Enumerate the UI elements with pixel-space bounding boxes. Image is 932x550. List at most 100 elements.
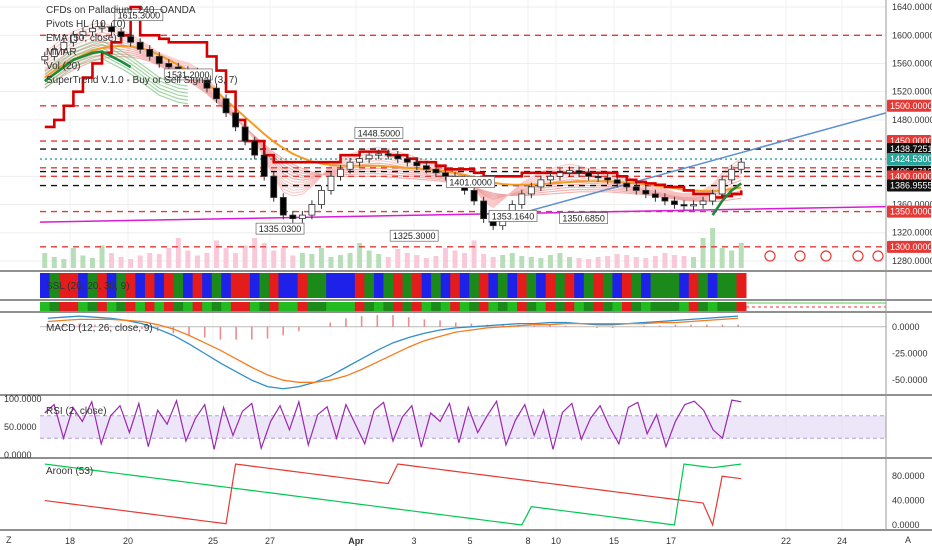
time-axis-tick: 17	[666, 536, 676, 546]
volume-bar	[567, 257, 572, 268]
ssl-band-cell	[354, 273, 365, 298]
volume-bar	[538, 258, 544, 268]
volume-bar	[700, 238, 706, 268]
volume-bar	[309, 254, 315, 268]
candle-body	[403, 158, 411, 163]
candle-body	[623, 182, 631, 188]
candle-body	[470, 190, 478, 202]
signal-band-cell	[660, 302, 671, 311]
signal-band-cell	[183, 302, 194, 311]
flag-icon[interactable]	[852, 250, 864, 262]
ssl-band-cell	[78, 273, 89, 298]
candle-body	[556, 172, 564, 177]
signal-band-cell	[249, 302, 260, 311]
ssl-band-cell	[135, 273, 146, 298]
ssl-band-cell	[507, 273, 518, 298]
candle-body	[327, 175, 335, 191]
volume-bar	[662, 253, 668, 268]
price-tag-label: 1300.0000	[890, 242, 932, 252]
auto-scale-button[interactable]: A	[905, 535, 911, 545]
signal-band-cell	[202, 302, 213, 311]
flag-icon[interactable]	[794, 250, 806, 262]
candle-body	[575, 170, 583, 174]
aroon-lines: 80.0000 40.0000 0.0000	[44, 463, 925, 530]
time-axis-tick: 10	[551, 536, 561, 546]
ssl-band-cell	[345, 273, 356, 298]
candle-body	[165, 63, 173, 68]
ssl-band-cell	[364, 273, 375, 298]
volume-bar	[490, 257, 496, 268]
ssl-band-cell	[660, 273, 671, 298]
candle-body	[422, 165, 430, 170]
signal-band-cell	[717, 302, 728, 311]
signal-color-band	[40, 302, 886, 311]
ssl-band-cell	[526, 273, 537, 298]
signal-band-cell	[621, 302, 633, 311]
ssl-band-cell	[173, 273, 184, 298]
signal-band-cell	[154, 302, 165, 311]
flag-icon[interactable]	[820, 250, 832, 262]
signal-band-cell	[469, 302, 480, 311]
candle-body	[356, 158, 364, 163]
timezone-button[interactable]: Z	[6, 535, 12, 545]
candle-body	[279, 197, 287, 216]
volume-bar	[118, 257, 124, 268]
flag-icon[interactable]	[872, 250, 884, 262]
candle-body	[594, 175, 602, 179]
candle-body	[585, 172, 592, 177]
ssl-band-cell	[736, 273, 747, 298]
signal-band-cell	[698, 302, 709, 311]
volume-bar	[89, 258, 95, 268]
time-axis[interactable]: 18 20 25 27 Apr 3 5 8 10 15 17 22 24	[65, 536, 847, 546]
volume-bar	[185, 250, 191, 268]
rsi-line	[44, 398, 742, 451]
legend-supertrend: SuperTrend V.1.0 - Buy or Sell Signal (3…	[46, 75, 238, 86]
ssl-band-cell	[497, 273, 508, 298]
event-icons	[764, 250, 884, 262]
volume-bar	[633, 257, 639, 268]
ssl-band-cell	[202, 273, 213, 298]
mma-line-green	[44, 57, 188, 105]
signal-band-cell	[669, 302, 680, 311]
ssl-band-cell	[631, 273, 642, 298]
signal-band-cell	[164, 302, 175, 311]
price-tag	[887, 179, 931, 192]
ssl-band-cell	[211, 273, 222, 298]
signal-band-cell	[268, 302, 280, 311]
signal-band-cell	[497, 302, 508, 311]
time-axis-tick: 18	[65, 536, 75, 546]
signal-band-cell	[631, 302, 642, 311]
signal-band-cell	[507, 302, 518, 311]
flag-icon[interactable]	[764, 250, 776, 262]
volume-bar	[557, 253, 563, 268]
volume-bar	[137, 255, 143, 268]
rsi-axis-tick: 50.0000	[4, 422, 37, 432]
volume-bar	[252, 238, 258, 268]
candle-body	[737, 161, 745, 170]
ssl-band-cell	[469, 273, 480, 298]
ssl-band-cell	[40, 273, 51, 298]
pane-label-ssl: SSL (20, 20, 30, 9)	[46, 281, 130, 292]
signal-band-cell	[211, 302, 222, 311]
ssl-band-cell	[154, 273, 165, 298]
signal-band-cell	[144, 302, 155, 311]
volume-bar	[691, 257, 697, 268]
ssl-band-cell	[679, 273, 690, 298]
price-tag-label: 1424.5300	[890, 154, 932, 164]
price-tag	[887, 170, 931, 183]
aroon-axis-tick: 40.0000	[892, 496, 925, 506]
volume-bar	[280, 248, 286, 268]
ssl-band-cell	[402, 273, 413, 298]
pivot-label: 1350.6850	[562, 214, 605, 224]
ssl-band-cell	[192, 273, 203, 298]
candle-body	[651, 193, 659, 198]
pivot-box	[488, 210, 538, 222]
candle-body	[432, 168, 440, 174]
candle-body	[384, 153, 392, 156]
mma-line-green	[44, 54, 188, 101]
pivot-box	[559, 212, 608, 224]
price-axis-tick: 1640.0000	[892, 2, 932, 12]
aroon-axis-tick: 0.0000	[892, 520, 920, 530]
mma-line	[44, 50, 742, 201]
